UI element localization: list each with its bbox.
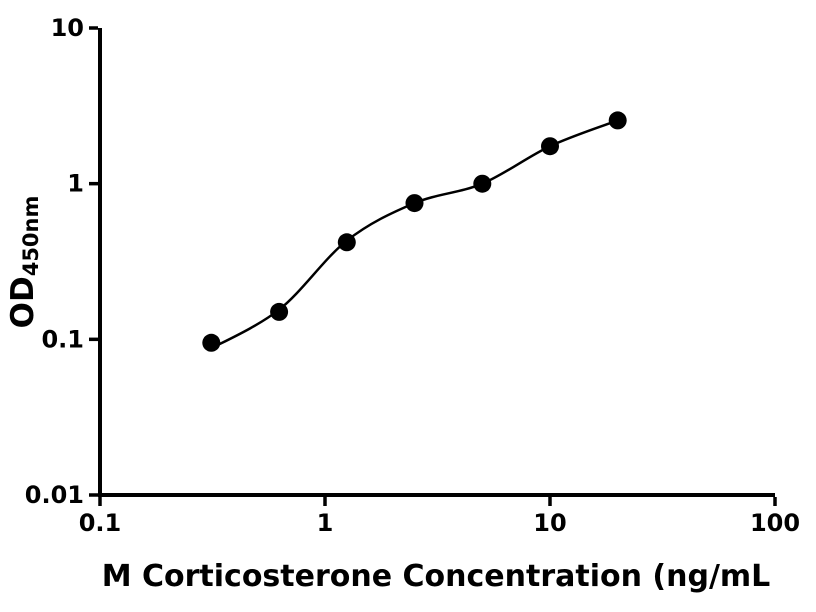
x-axis-title: M Corticosterone Concentration (ng/mL: [102, 559, 771, 594]
data-point: [473, 174, 492, 193]
x-tick-label: 0.1: [79, 509, 122, 537]
data-point: [337, 233, 356, 252]
data-point: [202, 333, 221, 352]
data-point: [405, 194, 424, 213]
data-point: [608, 111, 627, 130]
x-tick-label: 1: [317, 509, 334, 537]
y-axis-title-subscript: 450nm: [19, 196, 43, 277]
y-tick-label: 0.1: [41, 325, 84, 353]
x-tick-label: 10: [533, 509, 566, 537]
data-point: [541, 137, 559, 156]
y-tick-label: 1: [67, 170, 84, 198]
data-point: [270, 302, 289, 321]
y-tick-label: 0.01: [25, 481, 84, 509]
y-tick-label: 10: [51, 14, 84, 42]
y-axis-title-main: OD: [5, 276, 41, 328]
y-axis-title: OD450nm: [5, 196, 43, 329]
x-tick-label: 100: [750, 509, 800, 537]
